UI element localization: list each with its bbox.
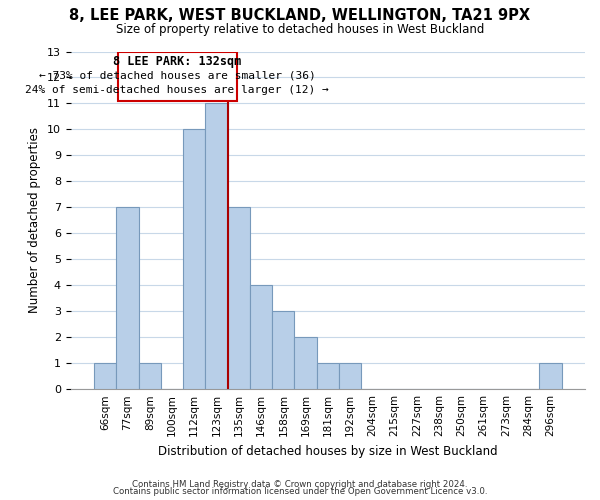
- Text: Contains public sector information licensed under the Open Government Licence v3: Contains public sector information licen…: [113, 488, 487, 496]
- Bar: [139, 363, 161, 389]
- Text: ← 73% of detached houses are smaller (36): ← 73% of detached houses are smaller (36…: [38, 70, 316, 80]
- Bar: [250, 286, 272, 389]
- Bar: [539, 363, 562, 389]
- Bar: [272, 312, 295, 389]
- Y-axis label: Number of detached properties: Number of detached properties: [28, 128, 41, 314]
- Bar: [317, 363, 339, 389]
- Bar: [118, 52, 236, 101]
- Bar: [339, 363, 361, 389]
- Text: Contains HM Land Registry data © Crown copyright and database right 2024.: Contains HM Land Registry data © Crown c…: [132, 480, 468, 489]
- Bar: [205, 104, 227, 389]
- Text: 8, LEE PARK, WEST BUCKLAND, WELLINGTON, TA21 9PX: 8, LEE PARK, WEST BUCKLAND, WELLINGTON, …: [70, 8, 530, 22]
- X-axis label: Distribution of detached houses by size in West Buckland: Distribution of detached houses by size …: [158, 444, 497, 458]
- Text: Size of property relative to detached houses in West Buckland: Size of property relative to detached ho…: [116, 22, 484, 36]
- Text: 8 LEE PARK: 132sqm: 8 LEE PARK: 132sqm: [113, 55, 241, 68]
- Text: 24% of semi-detached houses are larger (12) →: 24% of semi-detached houses are larger (…: [25, 85, 329, 95]
- Bar: [183, 130, 205, 389]
- Bar: [295, 337, 317, 389]
- Bar: [94, 363, 116, 389]
- Bar: [116, 208, 139, 389]
- Bar: [227, 208, 250, 389]
